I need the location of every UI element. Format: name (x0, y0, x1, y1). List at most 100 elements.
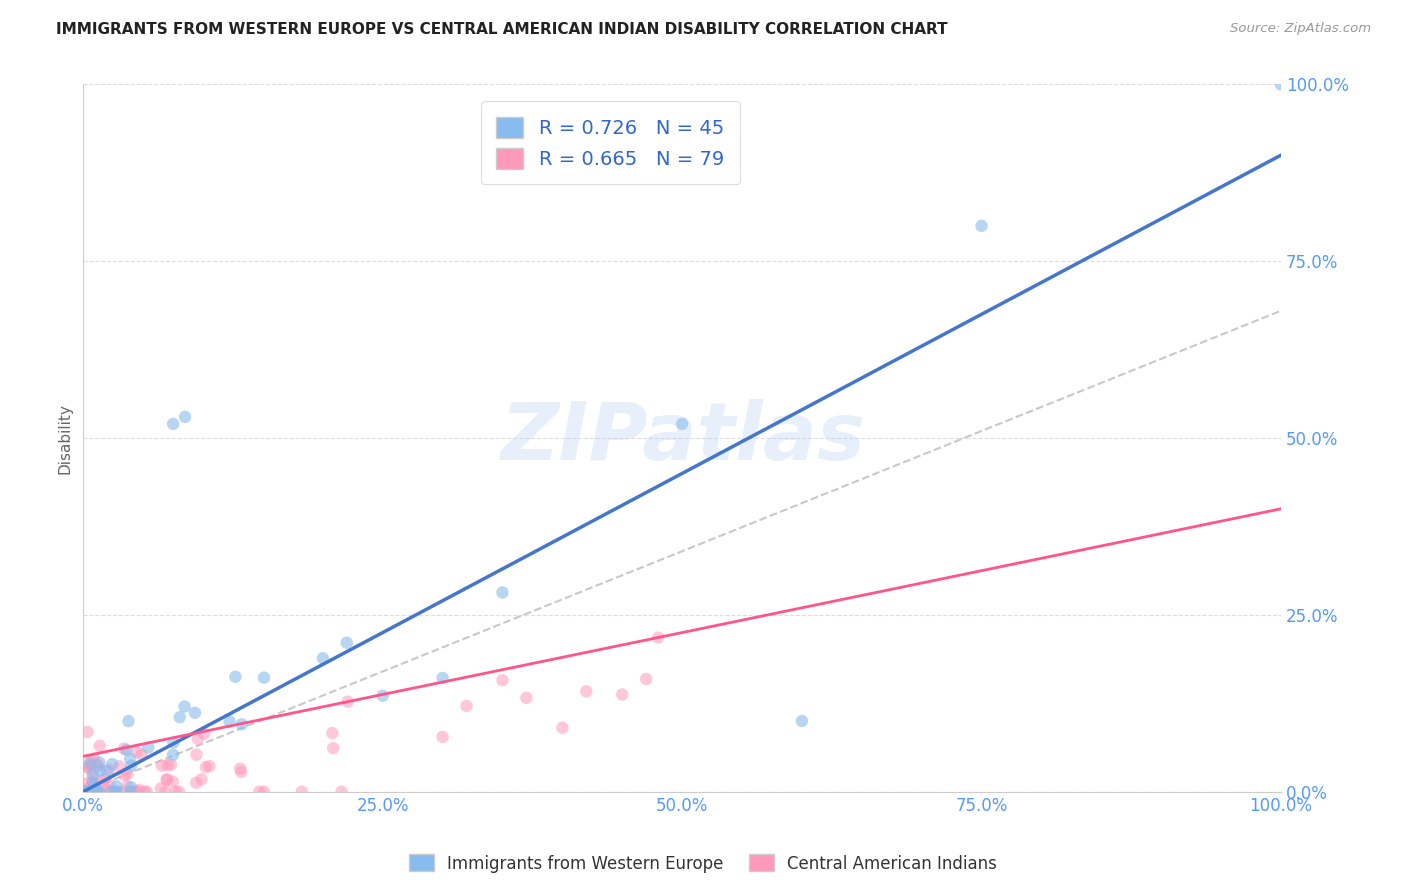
Point (117, 779, 139, 793)
Point (156, 772, 179, 787)
Point (89, 756, 111, 770)
Y-axis label: Disability: Disability (58, 402, 72, 474)
Point (76, 785, 98, 799)
Point (87, 758, 110, 772)
Point (79, 756, 101, 771)
Point (224, 670, 246, 684)
Point (790, 714, 813, 728)
Point (127, 785, 149, 799)
Point (111, 785, 134, 799)
Point (72, 783, 94, 797)
Point (77, 785, 100, 799)
Point (101, 757, 124, 772)
Point (432, 730, 454, 744)
Point (336, 636, 359, 650)
Point (128, 783, 150, 797)
Point (82, 775, 104, 789)
Point (253, 785, 276, 799)
Point (120, 785, 142, 799)
Point (515, 690, 537, 705)
Point (120, 752, 142, 766)
Point (105, 779, 128, 793)
Point (432, 671, 454, 685)
Point (671, 417, 693, 431)
Point (120, 780, 142, 794)
Point (76, 785, 98, 799)
Point (89, 764, 111, 778)
Point (162, 417, 184, 431)
Point (77, 760, 100, 774)
Point (575, 684, 598, 698)
Legend: R = 0.726   N = 45, R = 0.665   N = 79: R = 0.726 N = 45, R = 0.665 N = 79 (481, 101, 740, 185)
Point (456, 698, 478, 713)
Point (156, 758, 179, 772)
Point (135, 785, 157, 799)
Point (198, 759, 221, 773)
Point (112, 741, 135, 756)
Point (218, 714, 240, 729)
Point (336, 695, 359, 709)
Point (167, 785, 190, 799)
Point (73, 777, 96, 791)
Point (134, 785, 156, 799)
Point (73, 785, 96, 799)
Point (194, 760, 217, 774)
Text: IMMIGRANTS FROM WESTERN EUROPE VS CENTRAL AMERICAN INDIAN DISABILITY CORRELATION: IMMIGRANTS FROM WESTERN EUROPE VS CENTRA… (56, 22, 948, 37)
Point (184, 706, 207, 720)
Point (169, 710, 191, 724)
Point (125, 745, 148, 759)
Point (86, 785, 108, 799)
Point (117, 714, 139, 728)
Point (80, 785, 103, 799)
Point (371, 689, 394, 703)
Point (190, 772, 212, 787)
Point (82, 785, 104, 799)
Point (125, 785, 148, 799)
Point (86, 759, 108, 773)
Point (253, 671, 276, 685)
Point (174, 409, 197, 424)
Point (108, 759, 131, 773)
Point (83, 776, 105, 790)
Point (87, 785, 110, 799)
Text: Source: ZipAtlas.com: Source: ZipAtlas.com (1230, 22, 1371, 36)
Point (187, 731, 209, 746)
Point (120, 785, 142, 799)
Point (150, 758, 173, 772)
Point (321, 726, 343, 740)
Point (115, 743, 138, 757)
Point (291, 785, 314, 799)
Point (79, 785, 101, 799)
Legend: Immigrants from Western Europe, Central American Indians: Immigrants from Western Europe, Central … (402, 847, 1004, 880)
Point (96, 764, 118, 778)
Point (94, 781, 117, 796)
Point (105, 785, 128, 799)
Point (162, 774, 184, 789)
Point (120, 758, 142, 772)
Point (1270, 78, 1292, 92)
Point (80, 754, 103, 768)
Point (105, 785, 128, 799)
Point (73, 785, 96, 799)
Point (231, 717, 253, 731)
Point (155, 785, 177, 799)
Point (77, 761, 100, 775)
Point (231, 764, 253, 779)
Point (636, 672, 658, 686)
Point (87, 785, 110, 799)
Point (330, 785, 353, 799)
Point (491, 673, 513, 688)
Point (647, 631, 669, 645)
Point (156, 772, 179, 787)
Text: ZIPatlas: ZIPatlas (499, 399, 865, 477)
Point (89, 785, 111, 799)
Point (77, 758, 100, 772)
Point (612, 688, 634, 702)
Point (114, 768, 136, 782)
Point (312, 651, 335, 665)
Point (84, 785, 107, 799)
Point (82, 767, 104, 781)
Point (98, 785, 121, 799)
Point (83, 779, 105, 793)
Point (149, 781, 172, 796)
